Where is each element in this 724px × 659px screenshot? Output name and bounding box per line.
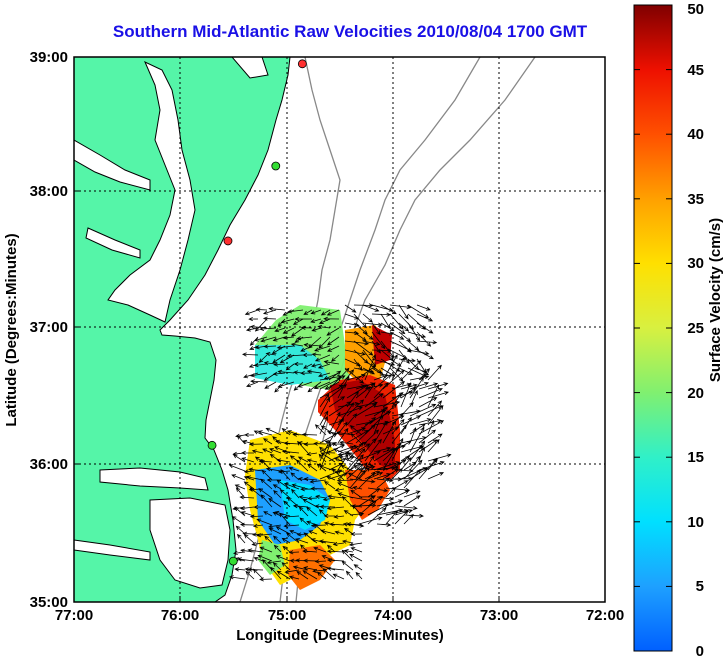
radar-station-marker	[229, 557, 237, 565]
radar-station-marker	[298, 60, 306, 68]
y-tick-label: 39:00	[30, 49, 68, 66]
colorbar-tick-label: 15	[687, 449, 704, 466]
x-axis-label: Longitude (Degrees:Minutes)	[236, 627, 444, 644]
colorbar-tick-labels: 0 5 10 15 20 25 30 35 40 45 50	[687, 1, 704, 659]
y-axis-label: Latitude (Degrees:Minutes)	[3, 233, 20, 426]
x-tick-label: 76:00	[161, 607, 199, 624]
y-tick-label: 38:00	[30, 183, 68, 200]
y-tick-label: 37:00	[30, 319, 68, 336]
colorbar-tick-label: 10	[687, 514, 704, 531]
colorbar-tick-label: 25	[687, 320, 704, 337]
x-tick-label: 73:00	[480, 607, 518, 624]
x-tick-label: 74:00	[374, 607, 412, 624]
colorbar-tick-label: 45	[687, 62, 704, 79]
radar-station-marker	[224, 237, 232, 245]
colorbar-tick-label: 30	[687, 255, 704, 272]
x-tick-label: 75:00	[268, 607, 306, 624]
x-tick-label: 72:00	[586, 607, 624, 624]
colorbar-tick-label: 50	[687, 1, 704, 18]
y-tick-label: 35:00	[30, 594, 68, 611]
colorbar-tick-label: 5	[696, 578, 704, 595]
radar-station-marker	[272, 162, 280, 170]
colorbar-tick-label: 40	[687, 126, 704, 143]
radar-station-marker	[208, 441, 216, 449]
colorbar-tick-label: 35	[687, 191, 704, 208]
colorbar-tick-label: 20	[687, 385, 704, 402]
y-tick-label: 36:00	[30, 456, 68, 473]
colorbar-label: Surface Velocity (cm/s)	[707, 218, 724, 382]
colorbar-tick-label: 0	[696, 643, 704, 659]
